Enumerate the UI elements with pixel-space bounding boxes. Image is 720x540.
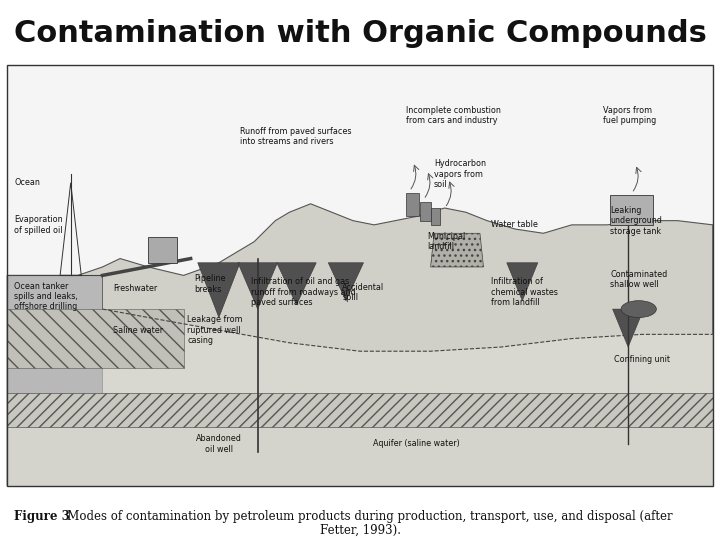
Bar xyxy=(7,65,713,486)
Text: Contaminated
shallow well: Contaminated shallow well xyxy=(611,270,667,289)
Polygon shape xyxy=(7,275,102,486)
Text: Leaking
underground
storage tank: Leaking underground storage tank xyxy=(611,206,662,235)
Text: Freshwater: Freshwater xyxy=(113,284,157,293)
Text: Infiltration of oil and gas
runoff from roadways and
paved surfaces: Infiltration of oil and gas runoff from … xyxy=(251,278,355,307)
Text: Saline water: Saline water xyxy=(113,326,163,335)
Text: Contamination with Organic Compounds: Contamination with Organic Compounds xyxy=(14,19,706,48)
Text: Aquifer (saline water): Aquifer (saline water) xyxy=(373,440,460,448)
Text: Runoff from paved surfaces
into streams and rivers: Runoff from paved surfaces into streams … xyxy=(240,127,351,146)
Text: Accidental
spill: Accidental spill xyxy=(343,282,384,302)
Bar xyxy=(7,65,713,486)
Bar xyxy=(406,193,418,217)
Polygon shape xyxy=(7,309,184,368)
Text: Evaporation
of spilled oil: Evaporation of spilled oil xyxy=(14,215,63,234)
Text: Municipal
landfill: Municipal landfill xyxy=(427,232,465,252)
Bar xyxy=(431,208,441,225)
Bar xyxy=(420,201,431,221)
Text: Ocean tanker
spills and leaks,
offshore drilling: Ocean tanker spills and leaks, offshore … xyxy=(14,281,78,312)
Text: Pipeline
breaks: Pipeline breaks xyxy=(194,274,225,294)
Polygon shape xyxy=(276,263,316,305)
Polygon shape xyxy=(7,204,713,486)
Text: Fetter, 1993).: Fetter, 1993). xyxy=(320,524,400,537)
Polygon shape xyxy=(431,233,484,267)
Ellipse shape xyxy=(621,301,657,318)
Text: Abandoned
oil well: Abandoned oil well xyxy=(196,434,242,454)
Text: Modes of contamination by petroleum products during production, transport, use, : Modes of contamination by petroleum prod… xyxy=(56,510,673,523)
Polygon shape xyxy=(198,263,240,318)
Text: Infiltration of
chemical wastes
from landfill: Infiltration of chemical wastes from lan… xyxy=(490,278,557,307)
Text: Water table: Water table xyxy=(490,220,537,230)
Polygon shape xyxy=(7,427,713,486)
Text: Vapors from
fuel pumping: Vapors from fuel pumping xyxy=(603,106,657,125)
Text: Ocean: Ocean xyxy=(14,178,40,187)
Text: Confining unit: Confining unit xyxy=(614,355,670,364)
Polygon shape xyxy=(613,309,644,347)
Text: Leakage from
ruptured well
casing: Leakage from ruptured well casing xyxy=(187,315,243,345)
Text: Figure 3: Figure 3 xyxy=(14,510,71,523)
Bar xyxy=(611,195,653,225)
Polygon shape xyxy=(7,393,713,427)
Polygon shape xyxy=(328,263,364,301)
Polygon shape xyxy=(102,309,713,393)
Bar xyxy=(148,238,176,263)
Polygon shape xyxy=(238,263,277,309)
Polygon shape xyxy=(507,263,538,301)
Text: Incomplete combustion
from cars and industry: Incomplete combustion from cars and indu… xyxy=(406,106,500,125)
Text: Hydrocarbon
vapors from
soil: Hydrocarbon vapors from soil xyxy=(434,159,486,189)
